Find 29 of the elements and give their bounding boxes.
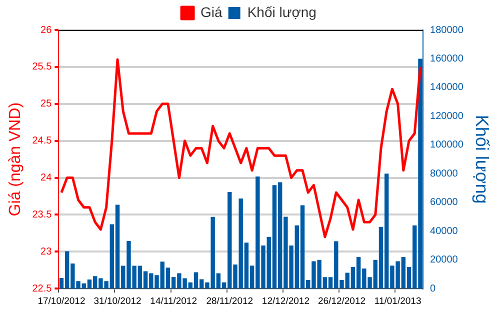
y-tick-label: 23: [40, 246, 52, 258]
x-tick-label: 11/01/2013: [374, 296, 422, 307]
y-tick-label: 24: [40, 172, 52, 184]
legend-label: Khối lượng: [247, 4, 316, 20]
x-tick-label: 12/12/2012: [262, 296, 310, 307]
y2-tick-label: 100000: [430, 140, 464, 151]
y-tick-label: 25.5: [32, 62, 52, 73]
y-tick-label: 24.5: [32, 136, 52, 147]
x-tick-label: 28/11/2012: [206, 296, 254, 307]
y-tick-label: 23.5: [32, 209, 52, 220]
y-tick-label: 22.5: [32, 283, 52, 294]
y2-tick-label: 20000: [430, 254, 458, 266]
y-axis-title: Giá (ngàn VND): [7, 102, 24, 216]
y2-tick-label: 40000: [430, 226, 458, 237]
x-tick-label: 14/11/2012: [150, 296, 197, 307]
legend-label: Giá: [200, 4, 223, 20]
y2-tick-label: 0: [430, 283, 436, 294]
y2-tick-label: 60000: [430, 197, 458, 208]
x-tick-label: 31/10/2012: [94, 296, 142, 307]
y-tick-label: 25: [40, 98, 52, 110]
x-tick-label: 26/12/2012: [318, 296, 366, 307]
y2-tick-label: 160000: [430, 53, 464, 64]
y-tick-label: 26: [40, 24, 52, 36]
y2-tick-label: 180000: [430, 24, 464, 36]
y2-tick-label: 80000: [430, 168, 458, 180]
y2-tick-label: 140000: [430, 82, 464, 94]
y2-axis-title: Khối lượng: [472, 114, 492, 204]
x-tick-label: 17/10/2012: [38, 296, 86, 307]
y2-tick-label: 120000: [430, 110, 464, 122]
